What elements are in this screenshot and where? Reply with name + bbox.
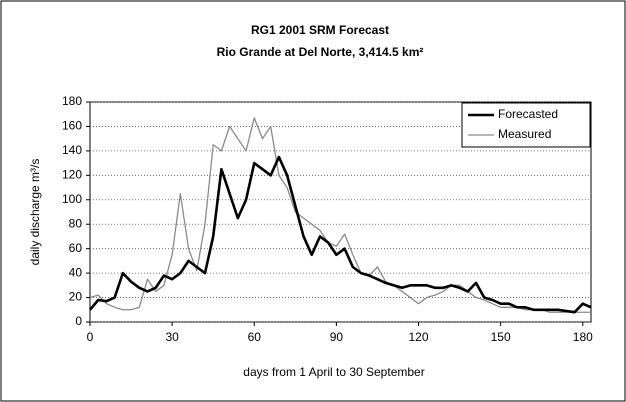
- data-line: [89, 155, 592, 314]
- legend-box: [461, 102, 591, 148]
- y-tick-label: 120: [62, 168, 82, 182]
- y-tick-label: 60: [69, 241, 83, 255]
- y-tick-label: 100: [62, 192, 82, 206]
- y-tick-label: 80: [69, 216, 83, 230]
- y-axis-label: daily discharge m³/s: [28, 159, 42, 266]
- x-tick-label: 150: [491, 330, 511, 344]
- y-tick-label: 140: [62, 143, 82, 157]
- data-line: [89, 117, 591, 313]
- chart-title: RG1 2001 SRM Forecast: [251, 23, 389, 37]
- legend-label: Forecasted: [498, 107, 558, 121]
- x-tick-label: 30: [165, 330, 179, 344]
- x-axis-label: days from 1 April to 30 September: [243, 365, 424, 379]
- y-tick-label: 180: [62, 94, 82, 108]
- x-tick-label: 120: [409, 330, 429, 344]
- x-tick-label: 60: [248, 330, 262, 344]
- x-tick-label: 0: [87, 330, 94, 344]
- x-tick-label: 180: [573, 330, 593, 344]
- y-tick-label: 20: [69, 290, 83, 304]
- y-tick-label: 40: [69, 265, 83, 279]
- y-tick-label: 160: [62, 119, 82, 133]
- chart-subtitle: Rio Grande at Del Norte, 3,414.5 km²: [217, 45, 424, 59]
- legend-label: Measured: [498, 127, 551, 141]
- y-tick-label: 0: [75, 314, 82, 328]
- x-tick-label: 90: [330, 330, 344, 344]
